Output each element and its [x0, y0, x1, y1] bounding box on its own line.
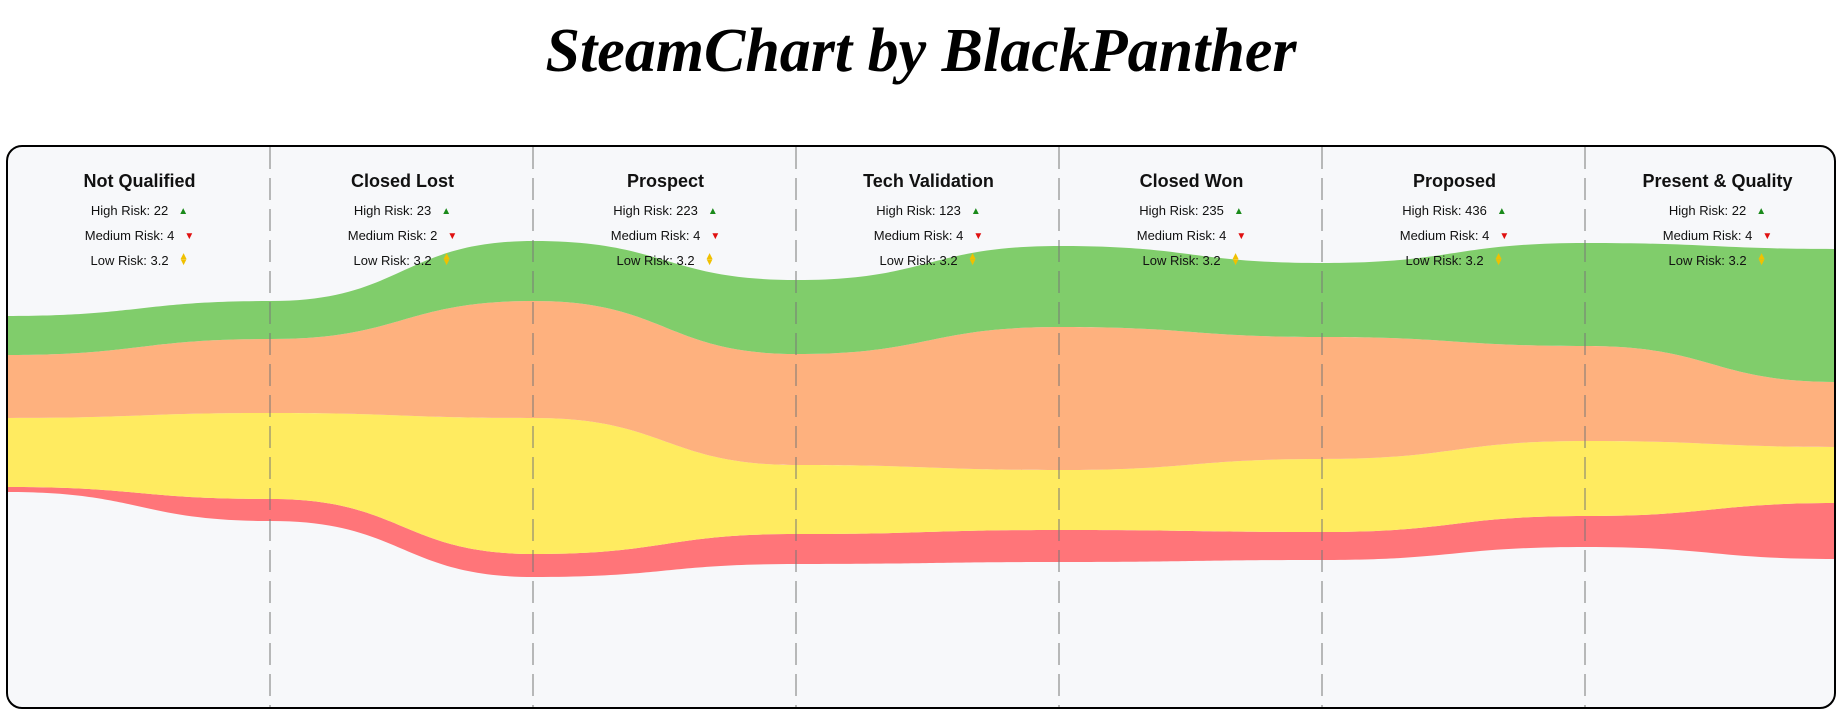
up-arrow-icon: ▲ — [1496, 206, 1507, 217]
risk-high-label: High Risk: 23 — [353, 203, 432, 218]
up-arrow-icon: ▲ — [441, 206, 452, 217]
risk-low-metric: Low Risk: 3.2 ▲ ▼ — [797, 248, 1060, 273]
risk-high-metric: High Risk: 123 ▲ — [797, 198, 1060, 223]
risk-medium-label: Medium Risk: 4 — [873, 228, 964, 243]
risk-high-metric: High Risk: 22 ▲ — [8, 198, 271, 223]
risk-medium-label: Medium Risk: 4 — [1662, 228, 1753, 243]
risk-high-label: High Risk: 22 — [1668, 203, 1747, 218]
stage-column: Tech Validation High Risk: 123 ▲ Medium Ris… — [797, 169, 1060, 273]
risk-high-metric: High Risk: 436 ▲ — [1323, 198, 1586, 223]
risk-low-metric: Low Risk: 3.2 ▲ ▼ — [1323, 248, 1586, 273]
up-arrow-icon: ▲ — [707, 206, 718, 217]
risk-medium-label: Medium Risk: 4 — [1399, 228, 1490, 243]
risk-medium-label: Medium Risk: 4 — [84, 228, 175, 243]
stage-name: Proposed — [1412, 171, 1496, 191]
up-down-arrow-icon: ▲ ▼ — [1230, 251, 1241, 268]
risk-low-label: Low Risk: 3.2 — [1668, 253, 1747, 268]
stream-chart-panel: Not Qualified High Risk: 22 ▲ Medium Risk: … — [6, 145, 1836, 709]
risk-high-label: High Risk: 223 — [613, 203, 698, 218]
stage-name: Closed Lost — [350, 171, 454, 191]
stage-name: Not Qualified — [83, 171, 196, 191]
risk-medium-metric: Medium Risk: 4 ▼ — [534, 223, 797, 248]
stream-band-2 — [8, 301, 1834, 470]
stage-column: Not Qualified High Risk: 22 ▲ Medium Risk: … — [8, 169, 271, 273]
stage-column: Closed Won High Risk: 235 ▲ Medium Risk: 4 ▼… — [1060, 169, 1323, 273]
stream-band-3 — [8, 413, 1834, 554]
risk-low-metric: Low Risk: 3.2 ▲ ▼ — [1060, 248, 1323, 273]
down-arrow-icon: ▼ — [1762, 231, 1773, 242]
up-arrow-icon: ▲ — [1756, 206, 1767, 217]
risk-medium-metric: Medium Risk: 4 ▼ — [797, 223, 1060, 248]
risk-medium-metric: Medium Risk: 4 ▼ — [1586, 223, 1834, 248]
up-down-arrow-icon: ▲ ▼ — [1493, 251, 1504, 268]
stage-column: Proposed High Risk: 436 ▲ Medium Risk: 4 ▼ Lo… — [1323, 169, 1586, 273]
risk-high-metric: High Risk: 223 ▲ — [534, 198, 797, 223]
up-arrow-icon: ▲ — [178, 206, 189, 217]
stream-chart — [8, 147, 1834, 707]
stream-band-4 — [8, 487, 1834, 577]
risk-high-metric: High Risk: 235 ▲ — [1060, 198, 1323, 223]
risk-medium-metric: Medium Risk: 4 ▼ — [1060, 223, 1323, 248]
risk-medium-metric: Medium Risk: 4 ▼ — [1323, 223, 1586, 248]
risk-high-label: High Risk: 235 — [1139, 203, 1224, 218]
risk-high-metric: High Risk: 23 ▲ — [271, 198, 534, 223]
down-arrow-icon: ▼ — [447, 231, 458, 242]
risk-low-label: Low Risk: 3.2 — [353, 253, 432, 268]
stage-name: Closed Won — [1139, 171, 1244, 191]
risk-low-label: Low Risk: 3.2 — [1405, 253, 1484, 268]
stage-name: Tech Validation — [863, 171, 994, 191]
down-arrow-icon: ▼ — [710, 231, 721, 242]
up-arrow-icon: ▲ — [1233, 206, 1244, 217]
risk-low-label: Low Risk: 3.2 — [879, 253, 958, 268]
stage-name: Prospect — [626, 171, 705, 191]
risk-high-label: High Risk: 22 — [90, 203, 169, 218]
risk-high-metric: High Risk: 22 ▲ — [1586, 198, 1834, 223]
risk-high-label: High Risk: 436 — [1402, 203, 1487, 218]
risk-low-metric: Low Risk: 3.2 ▲ ▼ — [271, 248, 534, 273]
up-down-arrow-icon: ▲ ▼ — [1756, 251, 1767, 268]
down-arrow-icon: ▼ — [1499, 231, 1510, 242]
stream-band-1 — [8, 241, 1834, 382]
risk-low-metric: Low Risk: 3.2 ▲ ▼ — [8, 248, 271, 273]
risk-medium-label: Medium Risk: 2 — [347, 228, 438, 243]
risk-medium-metric: Medium Risk: 2 ▼ — [271, 223, 534, 248]
down-arrow-icon: ▼ — [184, 231, 195, 242]
risk-low-metric: Low Risk: 3.2 ▲ ▼ — [1586, 248, 1834, 273]
risk-low-label: Low Risk: 3.2 — [616, 253, 695, 268]
risk-low-label: Low Risk: 3.2 — [1142, 253, 1221, 268]
chart-title: SteamChart by BlackPanther — [545, 17, 1297, 85]
risk-low-metric: Low Risk: 3.2 ▲ ▼ — [534, 248, 797, 273]
stage-column: Present & Quality High Risk: 22 ▲ Medium Ri… — [1586, 169, 1834, 273]
stage-column: Closed Lost High Risk: 23 ▲ Medium Risk: 2 ▼… — [271, 169, 534, 273]
stage-name: Present & Quality — [1642, 171, 1793, 191]
up-arrow-icon: ▲ — [970, 206, 981, 217]
down-arrow-icon: ▼ — [973, 231, 984, 242]
up-down-arrow-icon: ▲ ▼ — [178, 251, 189, 268]
risk-low-label: Low Risk: 3.2 — [90, 253, 169, 268]
risk-medium-label: Medium Risk: 4 — [610, 228, 701, 243]
risk-medium-label: Medium Risk: 4 — [1136, 228, 1227, 243]
down-arrow-icon: ▼ — [1236, 231, 1247, 242]
risk-high-label: High Risk: 123 — [876, 203, 961, 218]
up-down-arrow-icon: ▲ ▼ — [967, 251, 978, 268]
up-down-arrow-icon: ▲ ▼ — [704, 251, 715, 268]
up-down-arrow-icon: ▲ ▼ — [441, 251, 452, 268]
stage-column: Prospect High Risk: 223 ▲ Medium Risk: 4 ▼ Lo… — [534, 169, 797, 273]
risk-medium-metric: Medium Risk: 4 ▼ — [8, 223, 271, 248]
